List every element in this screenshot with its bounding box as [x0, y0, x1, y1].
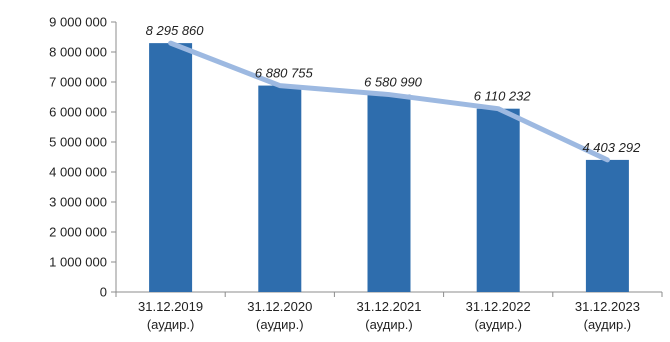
data-labels: 8 295 860 6 880 755 6 580 990 6 110 232 4 40…	[146, 23, 641, 155]
x-tick-label: (аудир.)	[584, 317, 632, 332]
x-tick-label: (аудир.)	[365, 317, 413, 332]
y-tick-label: 9 000 000	[49, 15, 107, 30]
x-tick-label: 31.12.2021	[356, 299, 421, 314]
y-tick-label: 0	[100, 285, 107, 300]
x-tick-label: 31.12.2020	[247, 299, 312, 314]
y-axis: 0 1 000 000 2 000 000 3 000 000 4 000 000 5 0…	[49, 15, 117, 300]
data-label: 6 110 232	[474, 89, 532, 104]
y-tick-label: 8 000 000	[49, 45, 107, 60]
y-tick-label: 2 000 000	[49, 225, 107, 240]
bar	[585, 159, 629, 292]
x-axis: 31.12.2019 (аудир.) 31.12.2020 (аудир.) 31.1…	[115, 291, 663, 332]
x-tick-label: 31.12.2023	[575, 299, 640, 314]
x-tick-label: 31.12.2022	[466, 299, 531, 314]
trend-line	[168, 40, 610, 163]
bar	[367, 94, 411, 292]
bar	[476, 108, 520, 292]
y-tick-label: 5 000 000	[49, 135, 107, 150]
bar	[149, 43, 193, 292]
trend-line-path	[168, 40, 610, 163]
bar	[258, 85, 302, 292]
y-tick-label: 1 000 000	[49, 255, 107, 270]
data-label: 6 580 990	[364, 75, 423, 90]
x-tick-label: (аудир.)	[256, 317, 304, 332]
y-tick-label: 6 000 000	[49, 105, 107, 120]
x-tick-label: (аудир.)	[474, 317, 522, 332]
y-tick-label: 7 000 000	[49, 75, 107, 90]
x-tick-label: 31.12.2019	[138, 299, 203, 314]
x-tick-label: (аудир.)	[147, 317, 195, 332]
bars	[149, 43, 629, 292]
data-label: 6 880 755	[255, 66, 314, 81]
data-label: 4 403 292	[582, 140, 641, 155]
data-label: 8 295 860	[146, 23, 205, 38]
y-tick-label: 3 000 000	[49, 195, 107, 210]
y-tick-label: 4 000 000	[49, 165, 107, 180]
